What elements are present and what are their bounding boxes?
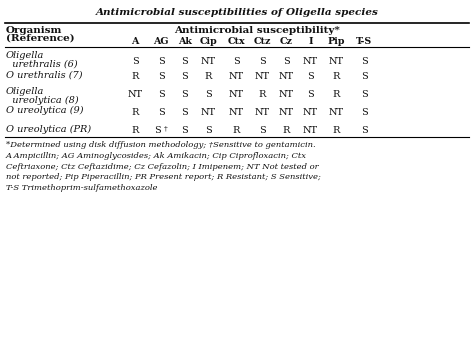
- Text: S: S: [361, 57, 367, 66]
- Text: Organism: Organism: [6, 26, 62, 35]
- Text: R: R: [205, 72, 212, 81]
- Text: Antimicrobial susceptibility*: Antimicrobial susceptibility*: [174, 26, 339, 35]
- Text: R: R: [131, 126, 139, 135]
- Text: R: R: [232, 126, 240, 135]
- Text: Ceftriaxone; Ctz Ceftazidime; Cz Cefazolin; I Imipenem; NT Not tested or: Ceftriaxone; Ctz Ceftazidime; Cz Cefazol…: [6, 163, 319, 171]
- Text: AG: AG: [154, 37, 169, 46]
- Text: S: S: [205, 126, 212, 135]
- Text: †: †: [164, 124, 168, 132]
- Text: S: S: [154, 126, 161, 135]
- Text: not reported; Pip Piperacillin; PR Present report; R Resistant; S Sensitive;: not reported; Pip Piperacillin; PR Prese…: [6, 173, 320, 181]
- Text: NT: NT: [279, 72, 294, 81]
- Text: NT: NT: [279, 108, 294, 117]
- Text: Oligella: Oligella: [6, 87, 44, 96]
- Text: S: S: [307, 72, 314, 81]
- Text: R: R: [283, 126, 290, 135]
- Text: NT: NT: [255, 108, 270, 117]
- Text: Ctz: Ctz: [254, 37, 271, 46]
- Text: O ureolytica (9): O ureolytica (9): [6, 106, 83, 115]
- Text: S: S: [307, 90, 314, 99]
- Text: S: S: [259, 57, 265, 66]
- Text: S: S: [361, 90, 367, 99]
- Text: Ak: Ak: [178, 37, 192, 46]
- Text: T-S Trimethoprim-sulfamethoxazole: T-S Trimethoprim-sulfamethoxazole: [6, 184, 157, 192]
- Text: R: R: [131, 108, 139, 117]
- Text: I: I: [308, 37, 313, 46]
- Text: NT: NT: [303, 126, 318, 135]
- Text: S: S: [361, 108, 367, 117]
- Text: NT: NT: [228, 72, 244, 81]
- Text: A Ampicillin; AG Aminoglycosides; Ak Amikacin; Cip Ciprofloxacin; Ctx: A Ampicillin; AG Aminoglycosides; Ak Ami…: [6, 152, 307, 160]
- Text: S: S: [182, 90, 188, 99]
- Text: O urethralis (7): O urethralis (7): [6, 70, 82, 79]
- Text: NT: NT: [228, 90, 244, 99]
- Text: NT: NT: [303, 108, 318, 117]
- Text: R: R: [333, 72, 340, 81]
- Text: Cip: Cip: [200, 37, 218, 46]
- Text: S: S: [283, 57, 290, 66]
- Text: S: S: [361, 126, 367, 135]
- Text: urethralis (6): urethralis (6): [6, 60, 77, 69]
- Text: S: S: [233, 57, 239, 66]
- Text: Antimicrobial susceptibilities of Oligella species: Antimicrobial susceptibilities of Oligel…: [96, 8, 378, 17]
- Text: NT: NT: [228, 108, 244, 117]
- Text: Oligella: Oligella: [6, 51, 44, 60]
- Text: R: R: [333, 90, 340, 99]
- Text: S: S: [361, 72, 367, 81]
- Text: NT: NT: [201, 108, 216, 117]
- Text: *Determined using disk diffusion methodology; †Sensitive to gentamicin.: *Determined using disk diffusion methodo…: [6, 141, 315, 149]
- Text: Ctx: Ctx: [227, 37, 245, 46]
- Text: S: S: [182, 72, 188, 81]
- Text: S: S: [259, 126, 265, 135]
- Text: NT: NT: [279, 90, 294, 99]
- Text: (Reference): (Reference): [6, 33, 74, 42]
- Text: Pip: Pip: [328, 37, 345, 46]
- Text: ureolytica (8): ureolytica (8): [6, 96, 78, 105]
- Text: NT: NT: [255, 72, 270, 81]
- Text: S: S: [158, 108, 164, 117]
- Text: NT: NT: [329, 108, 344, 117]
- Text: S: S: [182, 126, 188, 135]
- Text: S: S: [132, 57, 138, 66]
- Text: A: A: [131, 37, 139, 46]
- Text: S: S: [158, 57, 164, 66]
- Text: S: S: [182, 108, 188, 117]
- Text: NT: NT: [303, 57, 318, 66]
- Text: S: S: [205, 90, 212, 99]
- Text: NT: NT: [201, 57, 216, 66]
- Text: NT: NT: [329, 57, 344, 66]
- Text: NT: NT: [128, 90, 143, 99]
- Text: Cz: Cz: [280, 37, 293, 46]
- Text: O ureolytica (PR): O ureolytica (PR): [6, 125, 91, 134]
- Text: S: S: [182, 57, 188, 66]
- Text: T-S: T-S: [356, 37, 372, 46]
- Text: S: S: [158, 90, 164, 99]
- Text: R: R: [258, 90, 266, 99]
- Text: R: R: [131, 72, 139, 81]
- Text: R: R: [333, 126, 340, 135]
- Text: S: S: [158, 72, 164, 81]
